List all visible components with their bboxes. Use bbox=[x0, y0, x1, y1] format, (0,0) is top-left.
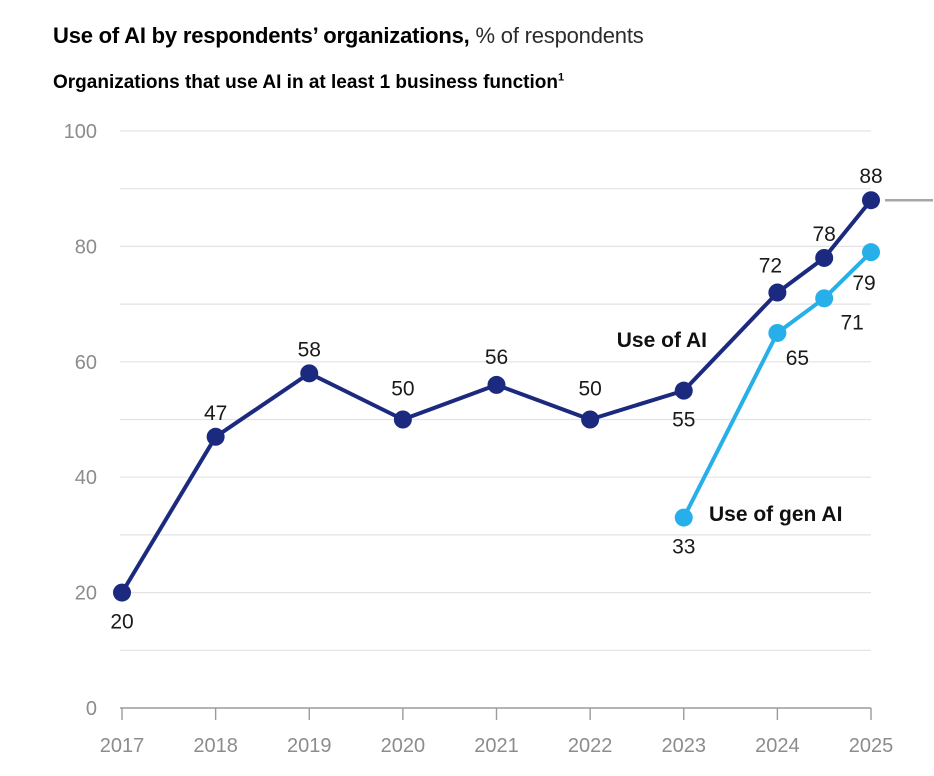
chart-subtitle: Organizations that use AI in at least 1 … bbox=[53, 72, 913, 94]
data-label: 71 bbox=[841, 311, 864, 334]
y-tick-label: 0 bbox=[86, 698, 97, 720]
series-label: Use of AI bbox=[617, 329, 707, 352]
data-label: 72 bbox=[759, 255, 782, 278]
data-label: 47 bbox=[204, 402, 227, 425]
x-tick-label: 2025 bbox=[849, 735, 894, 757]
data-label: 56 bbox=[485, 346, 508, 369]
series-label: Use of gen AI bbox=[709, 503, 842, 526]
footnote-marker: 1 bbox=[558, 71, 565, 84]
data-point bbox=[815, 289, 834, 308]
data-label: 50 bbox=[391, 378, 414, 401]
data-point bbox=[487, 375, 506, 394]
data-label: 50 bbox=[578, 378, 601, 401]
chart-header: Use of AI by respondents’ organizations,… bbox=[53, 22, 913, 94]
data-label: 55 bbox=[672, 409, 695, 432]
x-tick-label: 2018 bbox=[193, 735, 238, 757]
data-point bbox=[674, 508, 693, 527]
data-label: 88 bbox=[859, 165, 882, 188]
data-point bbox=[815, 248, 834, 267]
x-tick-label: 2022 bbox=[568, 735, 613, 757]
series-line bbox=[681, 250, 873, 520]
data-point bbox=[113, 583, 131, 602]
data-point bbox=[674, 381, 693, 400]
x-tick-label: 2023 bbox=[662, 735, 707, 757]
x-tick-label: 2021 bbox=[474, 735, 519, 757]
data-label: 20 bbox=[110, 611, 133, 634]
series-line bbox=[120, 198, 873, 595]
data-label: 65 bbox=[786, 347, 809, 370]
x-tick-label: 2020 bbox=[381, 735, 426, 757]
data-point bbox=[768, 323, 787, 342]
data-point bbox=[300, 364, 319, 383]
y-tick-label: 60 bbox=[75, 352, 97, 374]
page-title-main: Use of AI by respondents’ organizations, bbox=[53, 23, 470, 48]
x-tick-label: 2019 bbox=[287, 735, 332, 757]
data-label: 58 bbox=[298, 338, 321, 361]
data-point bbox=[768, 283, 787, 302]
page-title-unit: % of respondents bbox=[469, 23, 644, 48]
data-point bbox=[393, 410, 412, 429]
y-tick-label: 20 bbox=[75, 583, 97, 605]
data-point bbox=[862, 243, 880, 262]
data-label: 33 bbox=[672, 536, 695, 559]
data-point bbox=[581, 410, 600, 429]
data-label: 79 bbox=[852, 272, 875, 295]
y-tick-label: 100 bbox=[64, 121, 97, 143]
y-tick-label: 40 bbox=[75, 467, 97, 489]
y-tick-label: 80 bbox=[75, 236, 97, 258]
data-label: 78 bbox=[813, 223, 836, 246]
data-point bbox=[862, 191, 880, 210]
data-point bbox=[206, 427, 225, 446]
page-title: Use of AI by respondents’ organizations,… bbox=[53, 22, 913, 50]
chart-subtitle-text: Organizations that use AI in at least 1 … bbox=[53, 72, 558, 93]
x-tick-label: 2017 bbox=[100, 735, 145, 757]
x-tick-label: 2024 bbox=[755, 735, 800, 757]
